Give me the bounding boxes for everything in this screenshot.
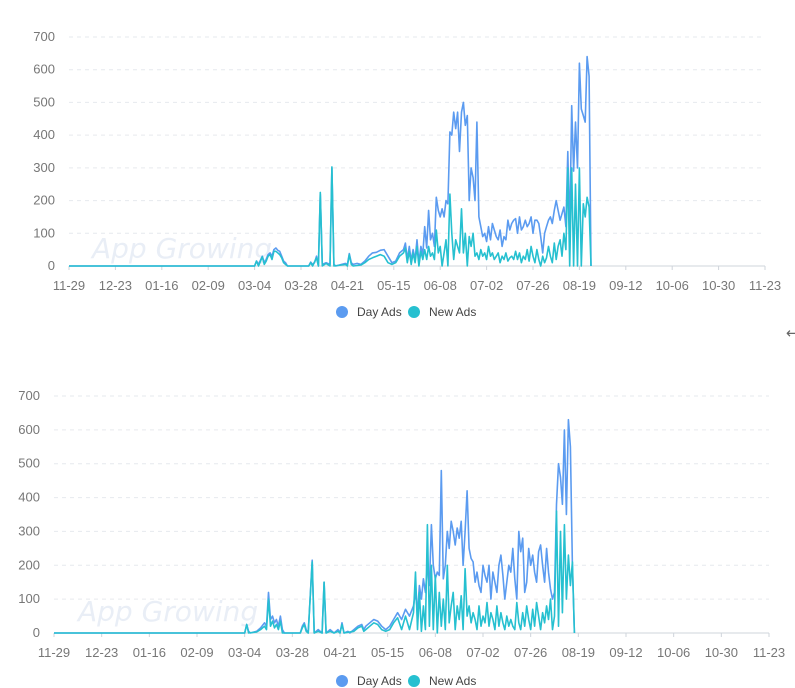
x-tick-label: 11-29 xyxy=(53,278,85,293)
y-tick-label: 0 xyxy=(33,625,40,640)
x-tick-label: 10-30 xyxy=(705,645,738,660)
x-tick-label: 10-06 xyxy=(657,645,690,660)
x-tick-label: 01-16 xyxy=(145,278,178,293)
x-tick-label: 04-21 xyxy=(323,645,356,660)
x-tick-label: 10-30 xyxy=(702,278,735,293)
x-tick-label: 10-06 xyxy=(656,278,689,293)
x-tick-label: 02-09 xyxy=(180,645,213,660)
legend-label: Day Ads xyxy=(357,674,402,688)
y-tick-label: 700 xyxy=(18,388,40,403)
legend-label: New Ads xyxy=(429,674,476,688)
watermark-logo: App Growing xyxy=(90,232,272,265)
legend-item-day-ads[interactable]: Day Ads xyxy=(336,674,402,688)
x-tick-label: 07-02 xyxy=(466,645,499,660)
legend-label: New Ads xyxy=(429,305,476,319)
series-line-new-ads[interactable] xyxy=(69,166,592,267)
legend-label: Day Ads xyxy=(357,305,402,319)
y-tick-label: 400 xyxy=(18,490,40,505)
x-tick-label: 09-12 xyxy=(609,278,642,293)
legend-marker-icon xyxy=(336,675,348,687)
y-tick-label: 600 xyxy=(33,62,55,77)
y-tick-label: 600 xyxy=(18,422,40,437)
back-arrow-icon[interactable]: ← xyxy=(786,324,795,342)
series-line-new-ads[interactable] xyxy=(54,510,576,634)
y-tick-label: 300 xyxy=(33,160,55,175)
x-tick-label: 03-04 xyxy=(238,278,271,293)
trend-chart-1: App Growing 0 100 200 300 400 500 600 700 11-29 1… xyxy=(33,29,781,319)
x-tick-label: 02-09 xyxy=(192,278,225,293)
x-tick-label: 12-23 xyxy=(99,278,132,293)
x-tick-label: 11-29 xyxy=(38,645,70,660)
y-tick-label: 300 xyxy=(18,523,40,538)
y-tick-label: 100 xyxy=(18,591,40,606)
trend-chart-2: App Growing 0 100 200 300 400 500 600 700 11-29 1… xyxy=(0,345,795,688)
legend-item-new-ads[interactable]: New Ads xyxy=(408,674,476,688)
x-tick-label: 07-26 xyxy=(516,278,549,293)
y-tick-label: 200 xyxy=(33,193,55,208)
x-tick-label: 11-23 xyxy=(753,645,785,660)
y-tick-label: 400 xyxy=(33,127,55,142)
trend-chart-2-svg: App Growing 0 100 200 300 400 500 600 700 11-29 1… xyxy=(18,388,785,688)
legend-marker-icon xyxy=(408,675,420,687)
y-tick-label: 700 xyxy=(33,29,55,44)
legend: Day Ads New Ads xyxy=(336,674,476,688)
x-tick-label: 05-15 xyxy=(371,645,404,660)
legend: Day Ads New Ads xyxy=(336,305,476,319)
legend-item-new-ads[interactable]: New Ads xyxy=(408,305,476,319)
y-tick-label: 500 xyxy=(33,94,55,109)
x-tick-label: 08-19 xyxy=(563,278,596,293)
x-tick-label: 09-12 xyxy=(609,645,642,660)
x-tick-label: 12-23 xyxy=(85,645,118,660)
y-tick-label: 200 xyxy=(18,557,40,572)
x-tick-label: 05-15 xyxy=(377,278,410,293)
x-tick-label: 06-08 xyxy=(419,645,452,660)
trend-chart-1-svg: App Growing 0 100 200 300 400 500 600 700 11-29 1… xyxy=(33,29,781,319)
x-tick-label: 03-04 xyxy=(228,645,261,660)
x-tick-label: 01-16 xyxy=(133,645,166,660)
x-tick-label: 07-26 xyxy=(514,645,547,660)
legend-item-day-ads[interactable]: Day Ads xyxy=(336,305,402,319)
x-tick-label: 06-08 xyxy=(424,278,457,293)
x-tick-label: 11-23 xyxy=(749,278,781,293)
legend-marker-icon xyxy=(408,306,420,318)
x-tick-label: 04-21 xyxy=(331,278,364,293)
watermark-logo: App Growing xyxy=(76,595,258,628)
y-tick-label: 100 xyxy=(33,225,55,240)
x-tick-label: 07-02 xyxy=(470,278,503,293)
legend-marker-icon xyxy=(336,306,348,318)
x-tick-label: 03-28 xyxy=(276,645,309,660)
y-tick-label: 500 xyxy=(18,456,40,471)
x-tick-label: 08-19 xyxy=(562,645,595,660)
x-tick-label: 03-28 xyxy=(284,278,317,293)
y-tick-label: 0 xyxy=(48,258,55,273)
